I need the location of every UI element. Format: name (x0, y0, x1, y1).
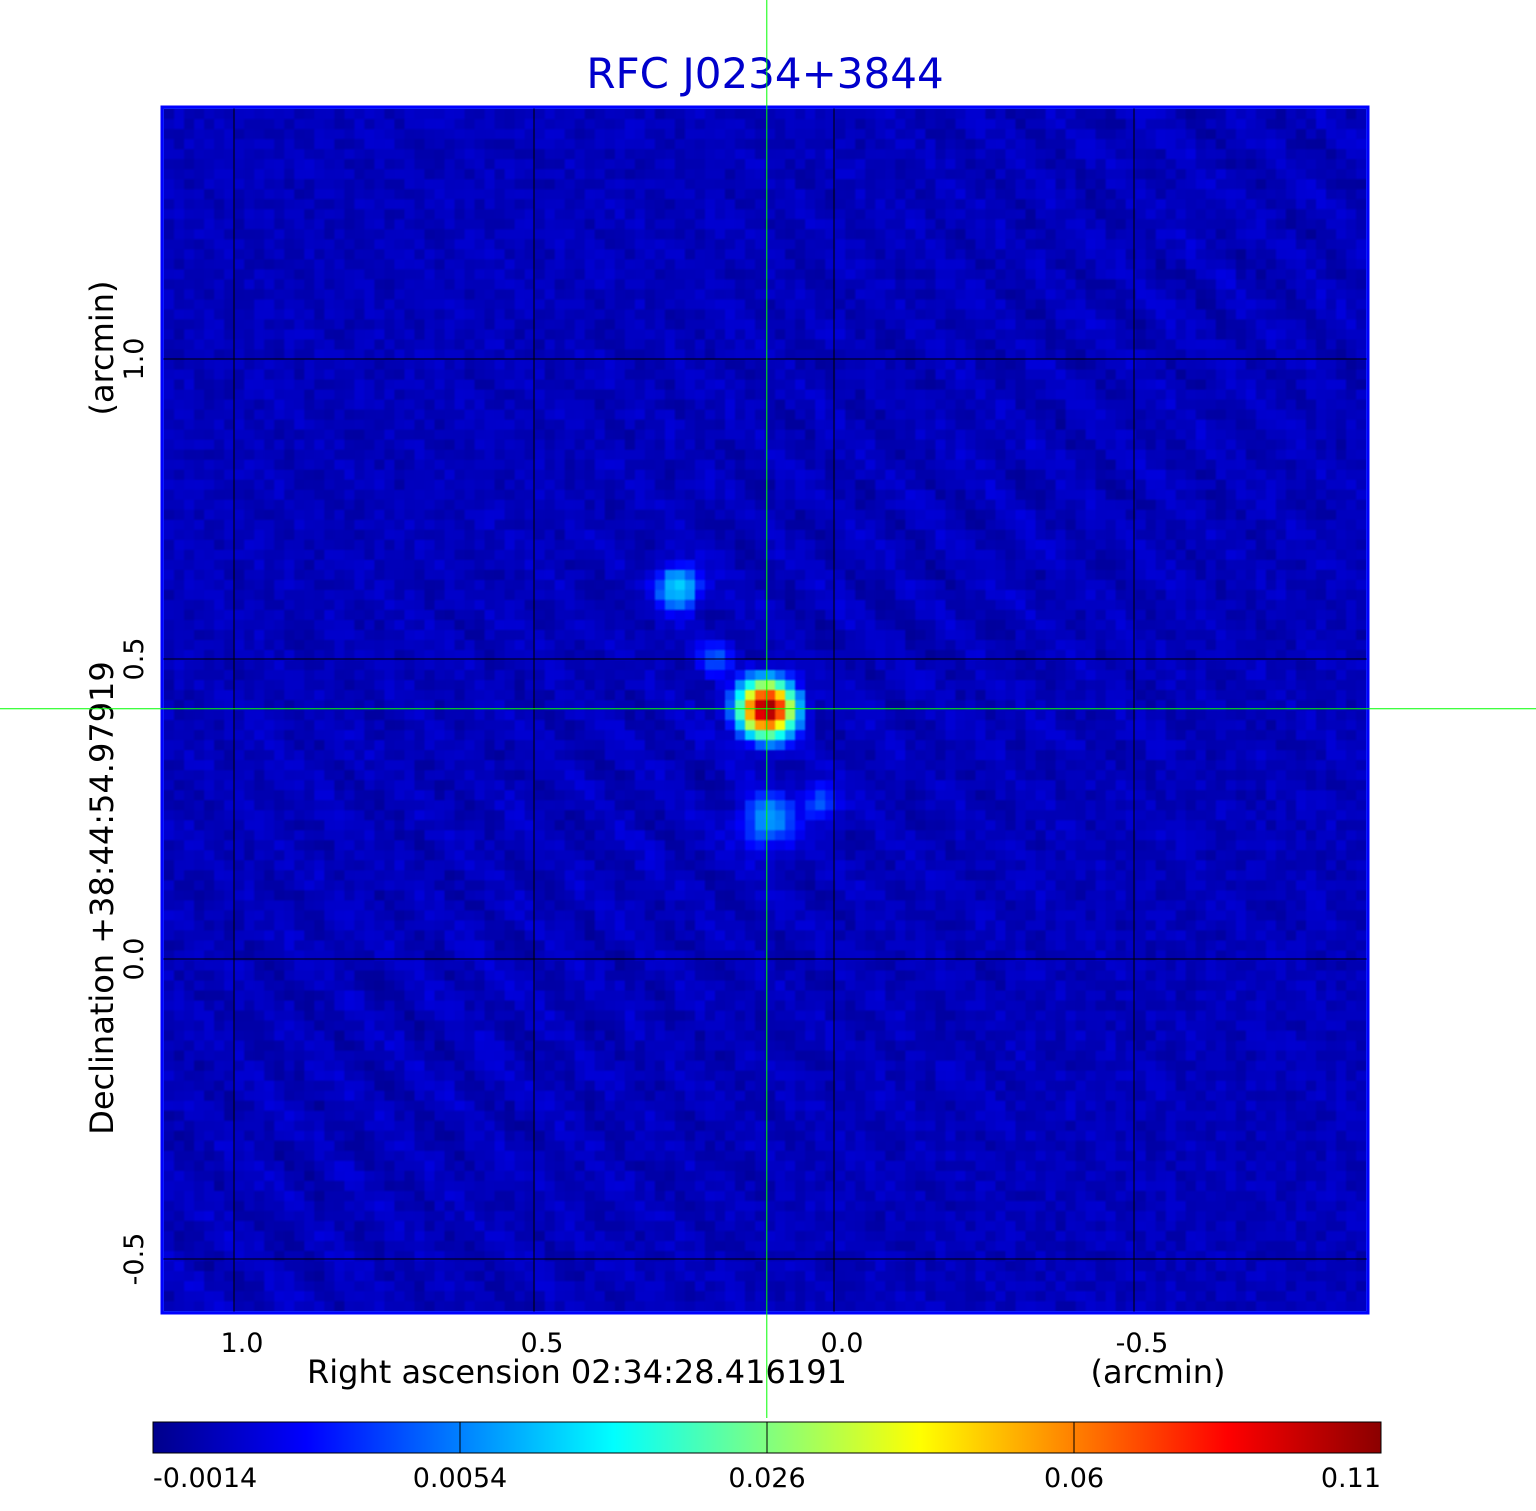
colorbar-tick-label: 0.11 (1321, 1463, 1381, 1494)
image-area (160, 105, 1370, 1315)
y-axis-label: Declination +38:44:54.97919 (83, 661, 121, 1135)
crosshair (0, 0, 1536, 1418)
x-tick-label: -0.5 (1116, 1328, 1169, 1359)
y-tick-label: 0.0 (119, 938, 150, 981)
colorbar-ticks: -0.0014 0.0054 0.026 0.06 0.11 (152, 1422, 1382, 1494)
coordinate-grid (162, 107, 1368, 1313)
y-tick-label: 1.0 (119, 338, 150, 381)
x-axis-label: Right ascension 02:34:28.416191 (307, 1353, 847, 1391)
chart-title: RFC J0234+3844 (586, 49, 943, 98)
intensity-map (164, 109, 1366, 1311)
y-axis-ticks: 1.0 0.5 0.0 -0.5 (119, 338, 150, 1286)
colorbar-tick-label: 0.06 (1044, 1463, 1104, 1494)
colorbar-tick-label: -0.0014 (153, 1463, 257, 1494)
y-axis-unit: (arcmin) (83, 281, 121, 416)
colorbar-tick-label: 0.026 (728, 1463, 805, 1494)
y-tick-label: -0.5 (119, 1233, 150, 1286)
x-axis-unit: (arcmin) (1091, 1353, 1226, 1391)
colorbar: -0.0014 0.0054 0.026 0.06 0.11 (152, 1421, 1382, 1494)
y-tick-label: 0.5 (119, 638, 150, 681)
colorbar-tick-label: 0.0054 (413, 1463, 507, 1494)
image-frame (160, 105, 1370, 1315)
x-axis-ticks: 1.0 0.5 0.0 -0.5 (221, 1328, 1169, 1359)
x-tick-label: 0.5 (521, 1328, 564, 1359)
x-tick-label: 1.0 (221, 1328, 264, 1359)
x-tick-label: 0.0 (821, 1328, 864, 1359)
